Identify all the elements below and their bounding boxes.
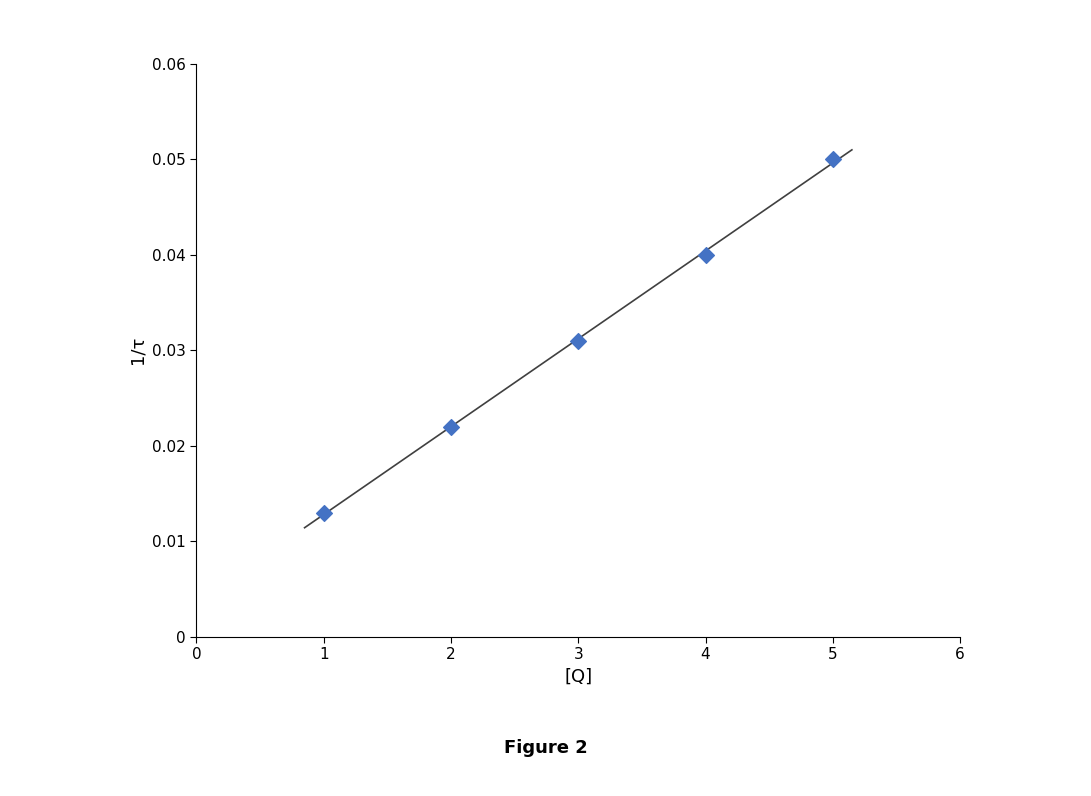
X-axis label: [Q]: [Q] xyxy=(564,668,592,686)
Point xyxy=(697,248,715,261)
Point xyxy=(315,506,333,519)
Text: Figure 2: Figure 2 xyxy=(504,739,587,757)
Point xyxy=(824,153,841,166)
Y-axis label: 1/τ: 1/τ xyxy=(129,336,146,365)
Point xyxy=(442,420,459,433)
Point xyxy=(570,334,587,347)
